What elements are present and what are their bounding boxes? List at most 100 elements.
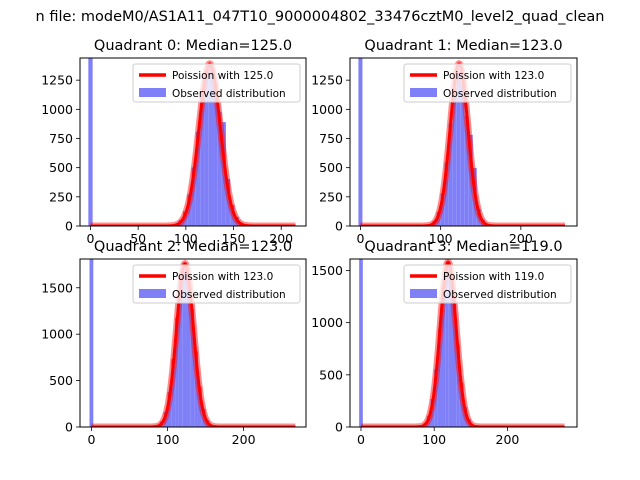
hist-bar: [441, 288, 446, 427]
subplot-quadrant-0: 0 50 100 150 200 0 250 500 750 1000 1250 Quadrant 0…: [41, 38, 307, 246]
x-tick-label: 100: [429, 231, 453, 246]
legend-box: [403, 63, 572, 103]
hist-bar: [208, 64, 214, 226]
hist-bar: [436, 212, 441, 226]
plot-area: [359, 259, 565, 427]
hist-bar-zero: [358, 58, 363, 226]
x-tick-label: 50: [130, 231, 146, 246]
legend-label-observed: Observed distribution: [172, 289, 286, 301]
legend-label-poisson: Poission with 123.0: [172, 271, 273, 283]
hist-bar: [186, 274, 191, 427]
hist-bar: [440, 193, 445, 226]
x-tick-label: 100: [174, 231, 198, 246]
y-tick-label: 1000: [41, 102, 73, 117]
legend-patch-swatch: [139, 289, 166, 298]
hist-bar: [195, 131, 201, 226]
hist-bar: [456, 72, 461, 226]
y-tick-label: 500: [49, 373, 73, 388]
y-tick-label: 0: [65, 420, 73, 435]
subplot-title: Quadrant 2: Median=123.0: [94, 239, 292, 255]
poisson-curve: [360, 260, 565, 427]
legend-box: [132, 264, 301, 304]
x-tick-label: 200: [232, 432, 256, 447]
subplot-title: Quadrant 1: Median=123.0: [364, 38, 562, 54]
y-tick-label: 1250: [311, 73, 343, 88]
x-tick-label: 0: [357, 432, 365, 447]
hist-bar: [476, 209, 481, 226]
hist-bar-zero: [359, 259, 363, 427]
legend-label-observed: Observed distribution: [443, 289, 557, 301]
legend-label-poisson: Poission with 119.0: [443, 271, 544, 283]
y-tick-label: 0: [335, 420, 343, 435]
legend-patch-swatch: [139, 88, 166, 97]
x-tick-label: 0: [87, 432, 95, 447]
legend: Poission with 119.0 Observed distribution: [403, 264, 572, 304]
y-tick-label: 750: [49, 131, 73, 146]
hist-bar: [187, 194, 192, 226]
hist-bar: [178, 280, 183, 427]
y-tick-label: 1500: [41, 280, 73, 295]
hist-bar: [190, 309, 195, 427]
poisson-curve: [90, 62, 296, 226]
hist-bar: [230, 205, 235, 226]
hist-bar: [468, 134, 473, 226]
x-tick-label: 100: [422, 432, 446, 447]
figure-suptitle: n file: modeM0/AS1A11_047T10_9000004802_…: [36, 9, 605, 25]
x-tick-label: 0: [87, 231, 95, 246]
hist-bar: [444, 162, 449, 226]
hist-bar: [445, 265, 449, 427]
hist-bar: [182, 211, 188, 226]
y-tick-label: 750: [319, 131, 343, 146]
y-tick-label: 1000: [311, 315, 343, 330]
hist-bar: [213, 82, 218, 226]
x-tick-label: 150: [222, 231, 246, 246]
legend-label-observed: Observed distribution: [172, 88, 286, 100]
hist-bar-zero: [89, 259, 94, 427]
hist-bar: [448, 271, 453, 427]
hist-bar: [464, 115, 469, 226]
hist-bar: [437, 328, 442, 427]
y-tick-label: 1250: [41, 73, 73, 88]
subplot-quadrant-2: 0 100 200 0 500 1000 1500 Quadrant 2: Median=12…: [41, 239, 307, 447]
hist-bar: [197, 386, 202, 427]
y-tick-label: 1000: [41, 327, 73, 342]
y-tick-label: 500: [49, 160, 73, 175]
hist-bar: [194, 351, 198, 427]
legend-label-poisson: Poission with 125.0: [172, 70, 273, 82]
hist-bar: [182, 262, 187, 427]
legend-box: [132, 63, 301, 103]
poisson-curve: [91, 261, 296, 427]
hist-bar: [452, 88, 457, 226]
legend-label-poisson: Poission with 123.0: [443, 70, 544, 82]
hist-bar: [171, 359, 176, 427]
x-tick-label: 200: [496, 432, 520, 447]
y-tick-label: 1500: [311, 263, 343, 278]
subplot-title: Quadrant 3: Median=119.0: [364, 239, 562, 255]
hist-bar: [460, 83, 465, 226]
legend-box: [403, 264, 572, 304]
x-tick-label: 200: [509, 231, 533, 246]
hist-bar: [452, 303, 457, 427]
hist-bar: [175, 317, 179, 427]
y-tick-label: 500: [319, 367, 343, 382]
hist-bar: [430, 399, 435, 427]
legend-patch-swatch: [410, 289, 437, 298]
axes-frame: [79, 258, 307, 428]
legend-patch-swatch: [410, 88, 437, 97]
axes-frame: [349, 57, 578, 227]
plot-area: [89, 259, 296, 427]
legend: Poission with 123.0 Observed distribution: [132, 264, 301, 304]
hist-bar: [191, 167, 196, 226]
y-tick-label: 0: [335, 219, 343, 234]
legend: Poission with 123.0 Observed distribution: [403, 63, 572, 103]
axes-frame: [349, 258, 578, 428]
x-tick-label: 200: [269, 231, 293, 246]
hist-bar: [456, 345, 460, 427]
x-tick-label: 0: [356, 231, 364, 246]
subplot-title: Quadrant 0: Median=125.0: [94, 38, 292, 54]
y-tick-label: 250: [49, 189, 73, 204]
y-tick-label: 500: [319, 160, 343, 175]
hist-bar: [167, 392, 172, 427]
hist-bar: [217, 112, 222, 226]
